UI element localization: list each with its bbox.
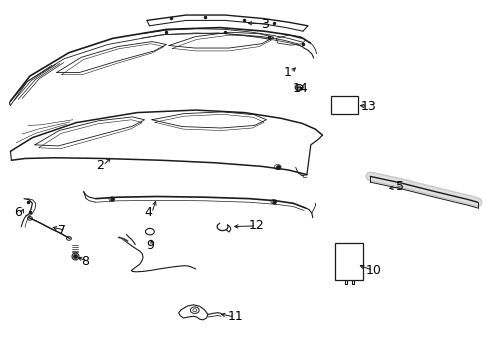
Text: 1: 1	[283, 66, 291, 79]
Text: 6: 6	[14, 207, 22, 220]
Text: 3: 3	[261, 18, 269, 31]
FancyBboxPatch shape	[334, 243, 362, 280]
Text: 4: 4	[144, 207, 152, 220]
Text: 2: 2	[96, 159, 103, 172]
Text: 13: 13	[360, 100, 376, 113]
Text: 5: 5	[395, 180, 403, 193]
Text: 7: 7	[58, 224, 66, 237]
Text: 10: 10	[365, 264, 381, 277]
FancyBboxPatch shape	[330, 96, 357, 114]
Text: 8: 8	[81, 255, 89, 268]
Text: 9: 9	[146, 239, 154, 252]
Text: 12: 12	[248, 219, 264, 233]
Text: 11: 11	[227, 310, 243, 324]
Text: 14: 14	[292, 82, 307, 95]
